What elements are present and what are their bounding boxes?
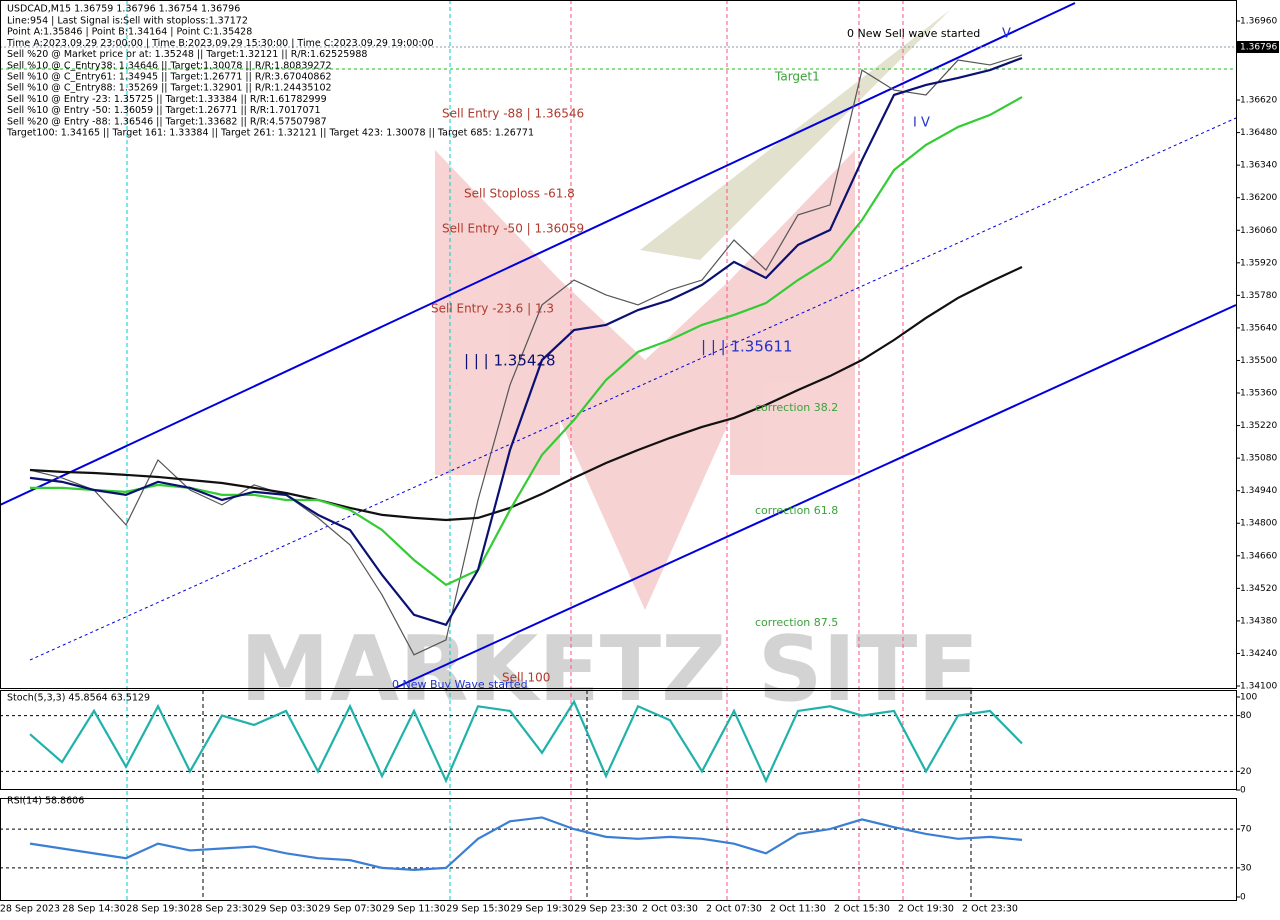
svg-text:MARKETZ SITE: MARKETZ SITE [240,617,979,722]
x-tick-label: 29 Sep 15:30 [446,904,509,915]
series-line [29,54,1023,656]
frames [0,0,1237,901]
panel-title: Stoch(5,3,3) 45.8564 63.5129 [7,693,150,704]
y-tick-label: 1.35360 [1240,389,1277,399]
y-tick-label: 0 [1240,893,1246,903]
x-tick-label: 2 Oct 07:30 [706,904,762,915]
info-line: Point A:1.35846 | Point B:1.34164 | Poin… [7,27,252,38]
x-tick-label: 2 Oct 03:30 [642,904,698,915]
y-tick-label: 1.36060 [1240,226,1277,236]
x-tick-label: 2 Oct 15:30 [834,904,890,915]
annotation: Sell Entry -23.6 | 1.3 [431,302,554,316]
y-tick-label: 1.34240 [1240,649,1277,659]
series-line [29,699,1023,784]
y-tick-label: 30 [1240,863,1252,873]
x-tick-label: 2 Oct 19:30 [898,904,954,915]
y-tick-label: 80 [1240,711,1252,721]
watermark: MARKETZ SITE [240,10,979,722]
x-tick-label: 29 Sep 19:30 [510,904,573,915]
y-tick-label: 1.34800 [1240,519,1277,529]
info-line: Sell %10 @ Entry -23: 1.35725 || Target:… [7,94,327,105]
annotation: Sell Entry -50 | 1.36059 [442,222,584,236]
y-tick-label: 1.34660 [1240,551,1277,561]
info-line: Line:954 | Last Signal is:Sell with stop… [7,16,248,27]
channel [0,2,1237,689]
x-tick-label: 28 Sep 19:30 [126,904,189,915]
info-line: Sell %10 @ C_Entry61: 1.34945 || Target:… [7,72,332,83]
annotation: Sell Entry -88 | 1.36546 [442,107,584,121]
chart-title: USDCAD,M15 1.36759 1.36796 1.36754 1.367… [7,4,240,15]
annotation: correction 38.2 [755,401,838,414]
annotation: Target1 [774,70,820,84]
annotation: | | | 1.35611 [701,338,793,356]
y-tick-label: 0 [1240,786,1246,796]
price-label: 1.36796 [1240,43,1277,53]
x-tick-label: 28 Sep 14:30 [62,904,125,915]
y-tick-label: 1.34100 [1240,682,1277,692]
annotation: correction 87.5 [755,616,838,629]
annotation: correction 61.8 [755,504,838,517]
y-tick-label: 1.34520 [1240,584,1277,594]
y-tick-label: 1.35220 [1240,421,1277,431]
y-tick-label: 1.36340 [1240,161,1277,171]
info-line: Target100: 1.34165 || Target 161: 1.3338… [6,128,534,139]
y-tick-label: 1.36620 [1240,96,1277,106]
annotation: Sell Stoploss -61.8 [464,187,575,201]
vertical-markers [126,0,972,900]
y-tick-label: 100 [1240,693,1257,703]
y-tick-label: 1.36200 [1240,193,1277,203]
x-tick-label: 28 Sep 2023 [0,904,60,915]
y-tick-label: 1.35780 [1240,291,1277,301]
series-line [29,816,1023,871]
info-line: Sell %10 @ C_Entry38: 1.34646 || Target:… [7,60,332,71]
y-tick-label: 1.35500 [1240,356,1277,366]
x-tick-label: 29 Sep 07:30 [318,904,381,915]
x-tick-label: 29 Sep 23:30 [574,904,637,915]
y-tick-label: 1.36960 [1240,17,1277,27]
annotation: V [1002,27,1011,42]
x-tick-label: 29 Sep 11:30 [382,904,445,915]
y-tick-label: 1.34380 [1240,616,1277,626]
y-tick-label: 70 [1240,825,1252,835]
y-tick-label: 1.35920 [1240,258,1277,268]
series-line [29,56,1023,627]
y-tick-label: 1.36480 [1240,128,1277,138]
info-line: Sell %20 @ Entry -88: 1.36546 || Target:… [7,116,327,127]
x-tick-label: 2 Oct 11:30 [770,904,826,915]
panel-title: RSI(14) 58.8606 [7,796,84,807]
annotation: I V [913,116,930,131]
info-line: Sell %10 @ Entry -50: 1.36059 || Target:… [7,105,321,116]
annotation: | | | 1.35428 [464,352,556,370]
y-tick-label: 1.34940 [1240,486,1277,496]
annotation: Sell 100 [502,671,550,685]
info-line: Sell %20 @ Market price or at: 1.35248 |… [7,49,367,60]
x-tick-label: 2 Oct 23:30 [962,904,1018,915]
y-tick-label: 1.35640 [1240,323,1277,333]
price-label-box [1237,41,1279,53]
annotation: 0 New Buy Wave started [392,678,528,691]
x-tick-label: 28 Sep 23:30 [190,904,253,915]
y-tick-label: 20 [1240,767,1252,777]
y-tick-label: 1.35080 [1240,454,1277,464]
x-tick-label: 29 Sep 03:30 [254,904,317,915]
info-line: Time A:2023.09.29 23:00:00 | Time B:2023… [6,38,434,49]
info-line: Sell %10 @ C_Entry88: 1.35269 || Target:… [7,83,332,94]
series-line [29,266,1023,522]
annotation: 0 New Sell wave started [847,27,980,40]
